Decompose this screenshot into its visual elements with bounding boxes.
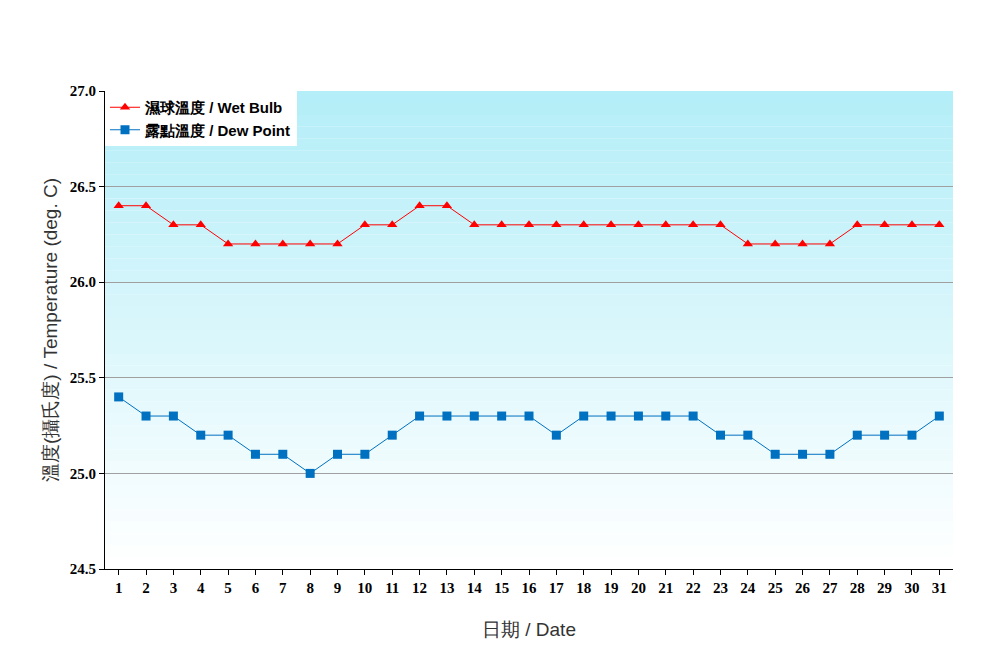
svg-text:9: 9 bbox=[334, 580, 342, 596]
svg-text:17: 17 bbox=[549, 580, 565, 596]
svg-text:28: 28 bbox=[850, 580, 865, 596]
svg-text:26: 26 bbox=[795, 580, 811, 596]
svg-text:27: 27 bbox=[822, 580, 838, 596]
svg-text:8: 8 bbox=[306, 580, 314, 596]
svg-text:濕球溫度 / Wet Bulb: 濕球溫度 / Wet Bulb bbox=[144, 99, 282, 116]
svg-text:14: 14 bbox=[467, 580, 483, 596]
svg-text:24.5: 24.5 bbox=[70, 561, 96, 577]
svg-text:30: 30 bbox=[904, 580, 919, 596]
svg-text:27.0: 27.0 bbox=[70, 83, 96, 99]
svg-text:溫度(攝氏度) / Temperature (deg. C): 溫度(攝氏度) / Temperature (deg. C) bbox=[40, 178, 61, 482]
svg-text:15: 15 bbox=[494, 580, 509, 596]
svg-text:12: 12 bbox=[412, 580, 427, 596]
svg-text:26.0: 26.0 bbox=[70, 274, 96, 290]
svg-text:16: 16 bbox=[522, 580, 538, 596]
svg-text:7: 7 bbox=[279, 580, 287, 596]
svg-text:23: 23 bbox=[713, 580, 728, 596]
svg-text:露點溫度 / Dew Point: 露點溫度 / Dew Point bbox=[144, 122, 290, 139]
svg-text:18: 18 bbox=[576, 580, 591, 596]
svg-text:21: 21 bbox=[658, 580, 673, 596]
svg-text:20: 20 bbox=[631, 580, 646, 596]
svg-text:4: 4 bbox=[197, 580, 205, 596]
svg-text:29: 29 bbox=[877, 580, 892, 596]
svg-text:1: 1 bbox=[115, 580, 123, 596]
svg-text:25: 25 bbox=[768, 580, 783, 596]
svg-text:10: 10 bbox=[357, 580, 372, 596]
svg-text:25.0: 25.0 bbox=[70, 466, 96, 482]
svg-text:日期 / Date: 日期 / Date bbox=[482, 619, 576, 640]
svg-text:31: 31 bbox=[932, 580, 947, 596]
svg-text:22: 22 bbox=[686, 580, 701, 596]
svg-text:2: 2 bbox=[142, 580, 150, 596]
svg-text:26.5: 26.5 bbox=[70, 179, 96, 195]
svg-text:13: 13 bbox=[439, 580, 454, 596]
svg-text:11: 11 bbox=[385, 580, 399, 596]
svg-text:6: 6 bbox=[252, 580, 260, 596]
svg-text:24: 24 bbox=[740, 580, 756, 596]
svg-text:5: 5 bbox=[224, 580, 232, 596]
svg-text:3: 3 bbox=[170, 580, 178, 596]
svg-text:19: 19 bbox=[604, 580, 619, 596]
svg-text:25.5: 25.5 bbox=[70, 370, 96, 386]
